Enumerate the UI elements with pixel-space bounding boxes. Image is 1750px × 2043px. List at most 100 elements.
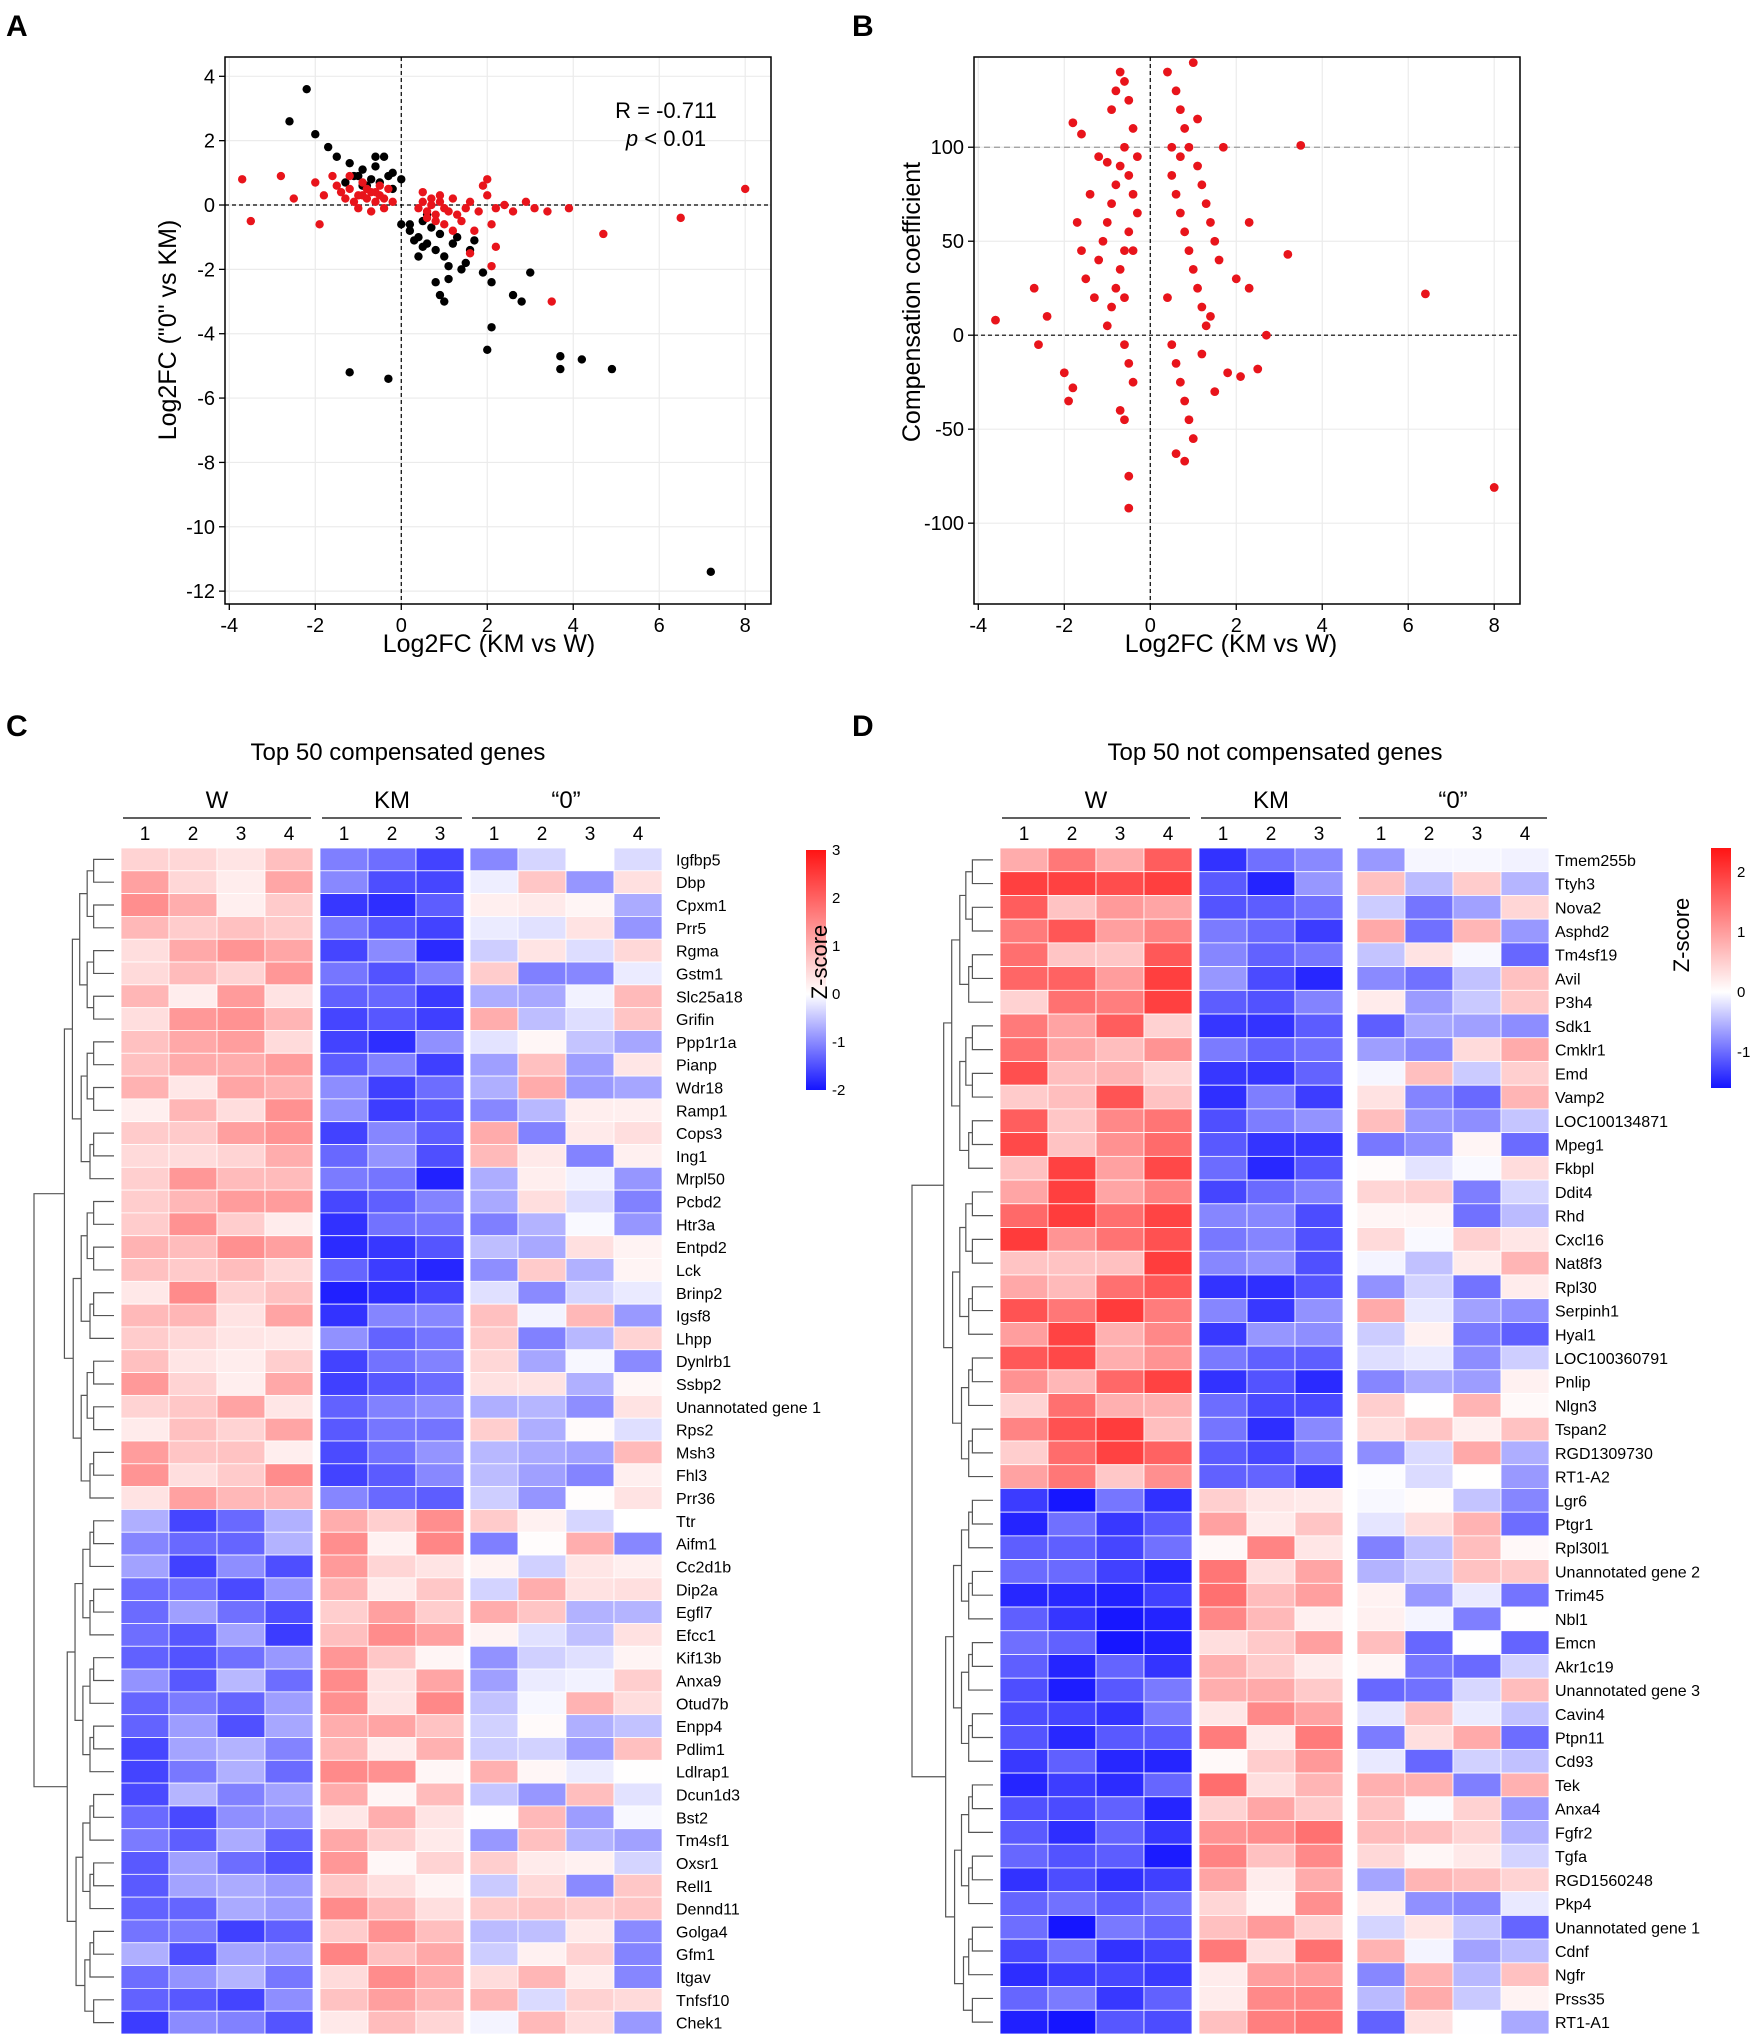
heatmap-cell	[168, 847, 218, 872]
row-label: Kif13b	[676, 1651, 721, 1668]
row-label: Entpd2	[676, 1240, 727, 1257]
heatmap-cell	[565, 1326, 615, 1351]
heatmap-cell	[1404, 1962, 1454, 1987]
heatmap-cell	[1095, 1298, 1145, 1323]
heatmap-cell	[1143, 1891, 1193, 1916]
heatmap-cell	[367, 1235, 417, 1259]
column-label: 2	[1266, 824, 1277, 845]
heatmap-cell	[1452, 1772, 1502, 1798]
heatmap-cell	[1356, 1132, 1406, 1157]
red-point	[1098, 236, 1108, 246]
red-point	[1120, 77, 1129, 86]
heatmap-cell	[1198, 847, 1248, 873]
heatmap-cell	[565, 1600, 615, 1624]
heatmap-cell	[999, 1440, 1049, 1466]
heatmap-cell	[1143, 871, 1193, 896]
heatmap-cell	[999, 1606, 1049, 1632]
heatmap-cell	[367, 1326, 417, 1351]
heatmap-cell	[1143, 1369, 1193, 1394]
heatmap-cell	[999, 1748, 1049, 1774]
heatmap-cell	[1356, 1250, 1406, 1276]
heatmap-cell	[565, 1577, 615, 1602]
heatmap-cell	[1246, 1345, 1296, 1371]
heatmap-cell	[367, 938, 417, 963]
heatmap-cell	[1198, 1345, 1248, 1371]
heatmap-cell	[1246, 1013, 1296, 1039]
heatmap-cell	[469, 1737, 519, 1761]
y-tick-label: -12	[186, 581, 215, 603]
column-label: 3	[435, 824, 446, 845]
black-point	[366, 175, 376, 184]
heatmap-cell	[367, 984, 417, 1009]
row-label: Tgfa	[1555, 1849, 1587, 1866]
heatmap-cell	[999, 1915, 1049, 1940]
heatmap-cell	[264, 1280, 314, 1305]
heatmap-cell	[1356, 1725, 1406, 1750]
heatmap-cell	[613, 1166, 663, 1191]
heatmap-cell	[1246, 942, 1296, 968]
heatmap-cell	[319, 1554, 369, 1579]
heatmap-cell	[1452, 1440, 1502, 1466]
heatmap-cell	[469, 1896, 519, 1921]
heatmap-cell	[1294, 1440, 1344, 1466]
heatmap-cell	[168, 916, 218, 940]
y-tick-label: 2	[204, 131, 215, 153]
dendrogram-branch	[93, 1999, 114, 2024]
heatmap-cell	[1246, 1250, 1296, 1276]
red-point	[1184, 246, 1194, 256]
heatmap-cell	[1500, 1630, 1550, 1655]
heatmap-cell	[367, 1486, 417, 1510]
red-point	[345, 171, 354, 181]
heatmap-cell	[1095, 1986, 1145, 2011]
heatmap-cell	[613, 1440, 663, 1465]
scatter-panel-a: -4 -2 0 2 4 6 8 420-2-4-6-8-10-12 Log2FC (KM v…	[154, 56, 772, 658]
heatmap-cell	[565, 1691, 615, 1716]
heatmap-cell	[367, 1463, 417, 1488]
heatmap-cell	[415, 1212, 465, 1237]
heatmap-cell	[1452, 1630, 1502, 1655]
red-point	[435, 191, 445, 200]
heatmap-cell	[1198, 1867, 1248, 1893]
heatmap-cell	[1452, 1938, 1502, 1964]
heatmap-cell	[216, 1280, 266, 1305]
row-label: Dennd11	[676, 1902, 740, 1919]
red-point	[1163, 293, 1172, 303]
black-point	[577, 355, 587, 364]
heatmap-cell	[565, 1098, 615, 1123]
heatmap-cell	[1294, 2009, 1344, 2035]
heatmap-cell	[319, 961, 369, 986]
black-point	[323, 142, 333, 152]
heatmap-cell	[1294, 1061, 1344, 1086]
heatmap-cell	[517, 1623, 567, 1647]
heatmap-cell	[367, 1759, 417, 1784]
red-point	[543, 207, 552, 216]
heatmap-cell	[999, 1582, 1049, 1608]
heatmap-cell	[613, 1942, 663, 1966]
heatmap-cell	[565, 1463, 615, 1488]
heatmap-cell	[264, 984, 314, 1009]
heatmap-cell	[1095, 989, 1145, 1015]
heatmap-cell	[1294, 1393, 1344, 1418]
heatmap-cell	[1198, 2009, 1248, 2035]
heatmap-cell	[469, 1258, 519, 1282]
heatmap-cell	[168, 1531, 218, 1556]
red-point	[1171, 86, 1181, 96]
heatmap-cell	[216, 1851, 266, 1875]
heatmap-cell	[168, 1942, 218, 1966]
heatmap-cell	[1047, 1298, 1097, 1323]
heatmap-cell	[565, 1030, 615, 1054]
heatmap-cell	[565, 1623, 615, 1647]
p-symbol: p	[625, 126, 638, 151]
heatmap-cell	[565, 916, 615, 940]
dendrogram-branch	[86, 870, 94, 918]
heatmap-cell	[415, 893, 465, 917]
heatmap-cell	[1143, 1630, 1193, 1655]
red-point	[1214, 255, 1224, 265]
heatmap-cell	[1500, 1084, 1550, 1110]
heatmap-cell	[1404, 871, 1454, 896]
heatmap-cell	[1047, 1488, 1097, 1513]
heatmap-cell	[1143, 1748, 1193, 1774]
dendrogram-branch	[965, 871, 973, 920]
heatmap-cell	[120, 1280, 170, 1305]
red-point	[448, 226, 458, 235]
